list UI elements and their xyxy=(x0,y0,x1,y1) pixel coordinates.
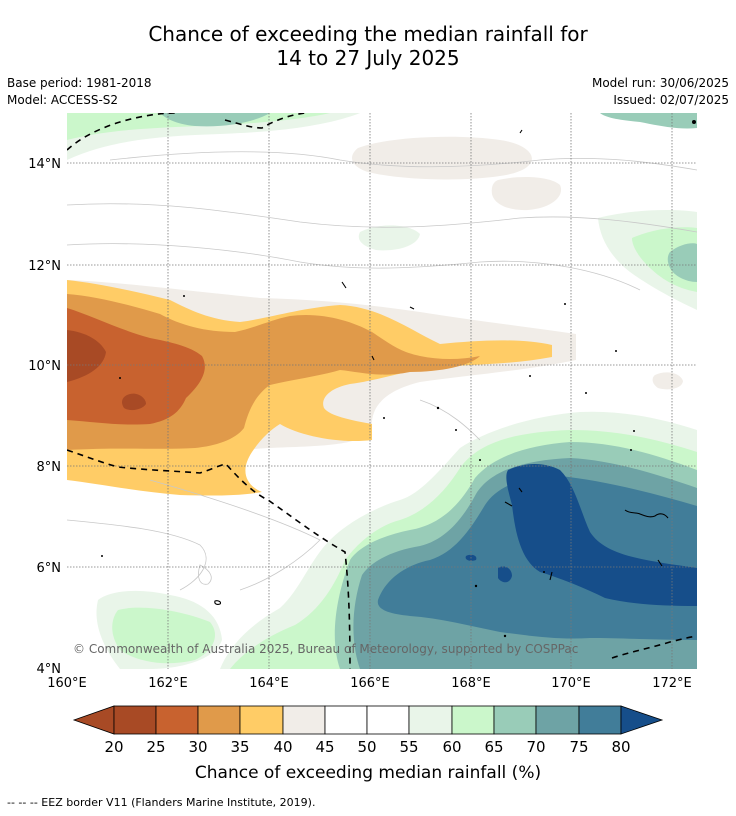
map-title-line2: 14 to 27 July 2025 xyxy=(276,46,460,70)
contour-60-65-nw xyxy=(67,113,330,140)
contour-40-45-blob-b xyxy=(491,177,562,211)
colorbar-bin-45-50 xyxy=(324,705,368,735)
colorbar-tick: 80 xyxy=(611,738,630,756)
colorbar-extend-high xyxy=(620,705,664,735)
colorbar-bin-65-70 xyxy=(493,705,537,735)
contour-55-60-center xyxy=(358,225,420,251)
colorbar-bin-60-65 xyxy=(451,705,495,735)
lat-tick-12: 12°N xyxy=(28,259,61,274)
contour-65-70-ne xyxy=(667,243,697,282)
colorbar-bin-30-35 xyxy=(197,705,241,735)
colorbar-tick: 60 xyxy=(442,738,461,756)
lat-tick-10: 10°N xyxy=(28,359,61,374)
colorbar-bin-55-60 xyxy=(408,705,453,735)
colorbar-ticks: 20 25 30 35 40 45 50 55 60 65 70 75 80 xyxy=(104,738,630,756)
copyright-notice: © Commonwealth of Australia 2025, Bureau… xyxy=(73,642,578,656)
contour-80-plus-se xyxy=(506,464,697,606)
colorbar-tick: 45 xyxy=(315,738,334,756)
contour-80-plus-blob-a xyxy=(498,566,512,583)
colorbar-tick: 25 xyxy=(146,738,165,756)
contour-40-45-blob-a xyxy=(352,136,532,180)
model-run: Model run: 30/06/2025 xyxy=(591,76,729,90)
eez-footnote: -- -- -- EEZ border V11 (Flanders Marine… xyxy=(7,796,316,809)
lon-tick-164: 164°E xyxy=(249,676,289,691)
colorbar-tick: 70 xyxy=(526,738,545,756)
contour-20-25-a xyxy=(67,330,106,382)
colorbar-bin-40-45 xyxy=(282,705,326,735)
contour-60-65-sw xyxy=(112,607,215,664)
colorbar-tick: 65 xyxy=(484,738,503,756)
eez-border xyxy=(67,113,697,669)
contour-65-70-ne-top xyxy=(600,113,697,129)
colorbar-bin-25-30 xyxy=(155,705,199,735)
contour-40-45-blob-c xyxy=(652,372,683,390)
rainfall-probability-map: © Commonwealth of Australia 2025, Bureau… xyxy=(67,113,697,669)
colorbar-tick: 30 xyxy=(188,738,207,756)
colorbar xyxy=(72,705,664,735)
lon-tick-170: 170°E xyxy=(551,676,591,691)
colorbar-label: Chance of exceeding median rainfall (%) xyxy=(195,763,541,783)
lat-axis: 14°N 12°N 10°N 8°N 6°N 4°N xyxy=(28,157,61,677)
map-title-line1: Chance of exceeding the median rainfall … xyxy=(148,22,588,46)
lon-tick-160: 160°E xyxy=(47,676,87,691)
contour-20-25-b xyxy=(122,393,146,411)
lat-tick-6: 6°N xyxy=(37,561,62,576)
atoll-dots xyxy=(101,120,696,638)
lon-tick-168: 168°E xyxy=(451,676,491,691)
colorbar-tick: 75 xyxy=(569,738,588,756)
contour-lines xyxy=(67,151,697,591)
contour-25-30 xyxy=(67,308,205,425)
lat-tick-14: 14°N xyxy=(28,157,61,172)
lon-tick-162: 162°E xyxy=(148,676,188,691)
colorbar-tick: 20 xyxy=(104,738,123,756)
lon-axis: 160°E 162°E 164°E 166°E 168°E 170°E 172°… xyxy=(47,676,692,691)
colorbar-bin-75-80 xyxy=(578,705,622,735)
map-figure: © Commonwealth of Australia 2025, Bureau… xyxy=(28,113,697,783)
graticule xyxy=(67,113,697,669)
colorbar-bin-50-55 xyxy=(366,705,410,735)
lat-tick-4: 4°N xyxy=(37,662,62,677)
colorbar-tick: 40 xyxy=(273,738,292,756)
colorbar-tick: 50 xyxy=(357,738,376,756)
colorbar-bin-35-40 xyxy=(239,705,284,735)
colorbar-extend-low xyxy=(72,705,115,735)
base-period: Base period: 1981-2018 xyxy=(7,76,152,90)
colorbar-tick: 55 xyxy=(399,738,418,756)
colorbar-bin-70-75 xyxy=(535,705,580,735)
contour-65-70-nw xyxy=(160,113,270,127)
colorbar-bin-20-25 xyxy=(113,705,157,735)
islands xyxy=(214,129,669,605)
lon-tick-166: 166°E xyxy=(350,676,390,691)
colorbar-tick: 35 xyxy=(230,738,249,756)
issued-date: Issued: 02/07/2025 xyxy=(613,93,729,107)
model-name: Model: ACCESS-S2 xyxy=(7,93,119,107)
lon-tick-172: 172°E xyxy=(652,676,692,691)
lat-tick-8: 8°N xyxy=(37,460,62,475)
